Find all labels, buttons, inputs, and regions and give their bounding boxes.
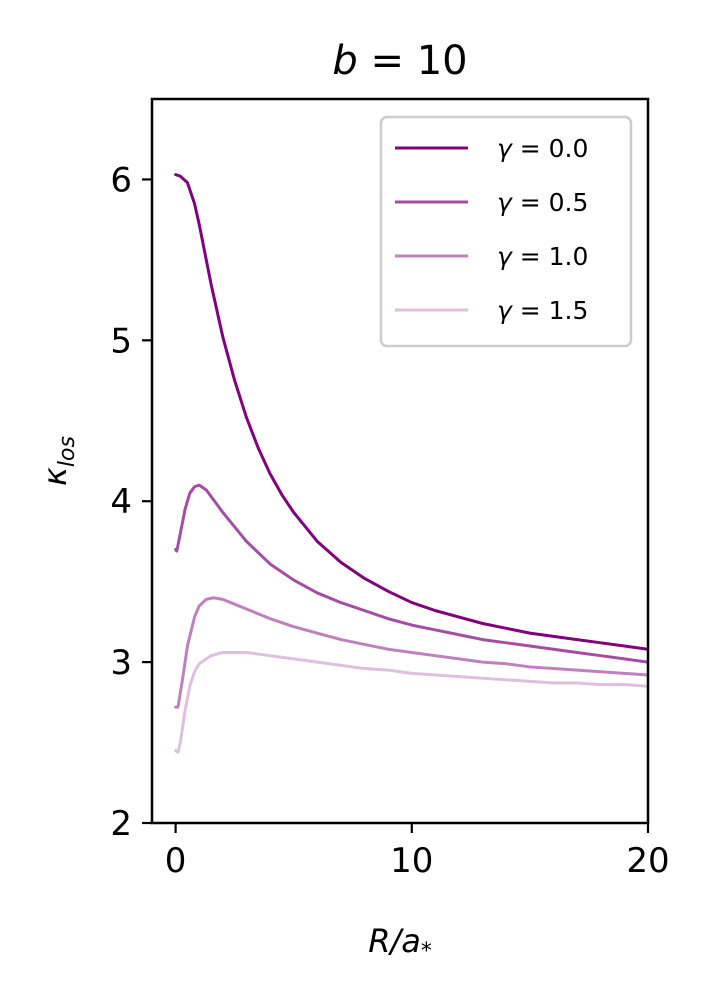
chart-title: b = 10 xyxy=(332,38,467,84)
x-tick-label: 20 xyxy=(626,841,669,881)
y-tick-label: 4 xyxy=(110,482,132,522)
series-layer xyxy=(174,173,648,754)
x-axis-label: R/a* xyxy=(368,922,432,964)
series-line-2 xyxy=(174,596,648,709)
series-line-0 xyxy=(174,173,648,651)
y-tick-label: 6 xyxy=(110,160,132,200)
x-tick-label: 10 xyxy=(390,841,433,881)
y-tick-label: 3 xyxy=(110,643,132,683)
y-axis-label: κlos xyxy=(36,436,80,486)
series-line-3 xyxy=(174,650,648,754)
legend-label-1: γ = 0.5 xyxy=(497,188,588,217)
legend-box xyxy=(379,115,633,348)
legend: γ = 0.0 γ = 0.5 γ = 1.0 γ = 1.5 xyxy=(379,115,633,348)
legend-label-2: γ = 1.0 xyxy=(497,242,588,271)
y-tick-label: 5 xyxy=(110,321,132,361)
y-tick-label: 2 xyxy=(110,804,132,844)
x-tick-label: 0 xyxy=(165,841,187,881)
legend-label-0: γ = 0.0 xyxy=(497,134,588,163)
ticks-layer: 0 10 20 2 3 4 5 6 xyxy=(110,160,669,881)
plot-frame xyxy=(150,97,650,825)
legend-label-3: γ = 1.5 xyxy=(497,296,588,325)
series-line-1 xyxy=(174,483,648,664)
